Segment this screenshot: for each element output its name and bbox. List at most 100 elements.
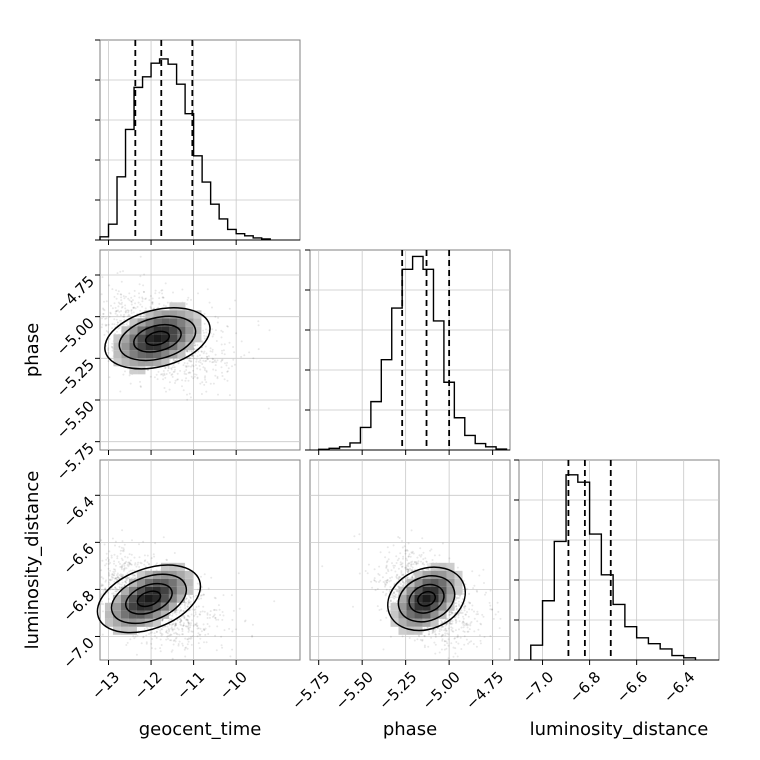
density-cell (168, 562, 177, 571)
sample-point (458, 628, 460, 631)
sample-point (108, 574, 111, 577)
sample-point (191, 608, 194, 611)
sample-point (155, 373, 158, 376)
sample-point (126, 309, 129, 312)
sample-point (152, 553, 155, 556)
sample-point (172, 371, 175, 373)
sample-point (131, 569, 134, 572)
sample-point (154, 634, 156, 637)
sample-point (188, 356, 191, 359)
sample-point (161, 292, 164, 295)
sample-point (186, 625, 189, 628)
sample-point (174, 622, 177, 625)
sample-point (387, 558, 390, 561)
sample-point (450, 626, 453, 629)
sample-point (433, 554, 436, 557)
sample-point (161, 633, 164, 636)
density-cell (185, 334, 194, 343)
sample-point (154, 289, 157, 292)
sample-point (409, 577, 412, 580)
x-axis-label-geocent-time: geocent_time (139, 719, 262, 740)
sample-point (128, 299, 131, 302)
sample-point (120, 280, 123, 283)
sample-point (400, 574, 403, 576)
sample-point (196, 344, 199, 346)
sample-point (212, 609, 215, 611)
sample-point (188, 594, 191, 597)
sample-point (385, 610, 388, 612)
sample-point (386, 579, 389, 582)
sample-point (181, 379, 184, 382)
sample-point (154, 542, 157, 545)
sample-point (401, 540, 403, 542)
sample-point (430, 548, 433, 551)
sample-point (191, 630, 194, 633)
sample-point (453, 637, 456, 640)
sample-point (460, 626, 463, 629)
sample-point (366, 572, 369, 575)
sample-point (115, 310, 118, 313)
sample-point (455, 621, 457, 624)
density-cell (438, 578, 447, 587)
sample-point (168, 613, 171, 616)
sample-point (187, 627, 190, 630)
sample-point (142, 636, 145, 639)
sample-point (408, 567, 411, 570)
sample-point (168, 613, 171, 616)
sample-point (138, 566, 141, 568)
sample-point (117, 589, 120, 591)
sample-point (190, 360, 193, 363)
sample-point (164, 366, 167, 369)
sample-point (129, 563, 132, 566)
sample-point (399, 576, 402, 579)
sample-point (120, 565, 123, 568)
sample-point (219, 614, 222, 616)
sample-point (161, 628, 164, 631)
sample-point (114, 577, 116, 580)
sample-point (128, 562, 131, 565)
density-cell (153, 326, 162, 335)
sample-point (209, 382, 212, 385)
sample-point (244, 619, 247, 622)
sample-point (188, 357, 191, 360)
density-cell (390, 610, 399, 619)
sample-point (122, 563, 125, 565)
sample-point (141, 300, 144, 303)
sample-point (186, 398, 189, 401)
sample-point (108, 284, 111, 287)
sample-point (167, 366, 170, 369)
density-cell (168, 602, 177, 611)
sample-point (184, 365, 187, 368)
sample-point (122, 315, 125, 318)
sample-point (211, 328, 214, 331)
sample-point (120, 557, 123, 560)
sample-point (482, 568, 485, 571)
sample-point (120, 583, 123, 586)
density-cell (129, 366, 138, 375)
density-cell (113, 358, 122, 367)
sample-point (123, 313, 126, 316)
sample-point (196, 367, 199, 370)
sample-point (396, 590, 399, 593)
sample-point (443, 644, 446, 647)
sample-point (181, 385, 183, 388)
sample-point (464, 622, 467, 625)
sample-point (138, 556, 141, 559)
sample-point (120, 306, 123, 309)
sample-point (117, 327, 120, 330)
sample-point (194, 344, 197, 347)
sample-point (143, 314, 146, 317)
sample-point (122, 568, 125, 570)
sample-point (251, 634, 254, 637)
density-cell (152, 578, 161, 587)
sample-point (185, 646, 188, 649)
contour-level-1 (104, 307, 211, 370)
sample-point (469, 601, 472, 604)
sample-point (110, 556, 113, 559)
sample-point (248, 351, 251, 354)
sample-point (158, 291, 161, 294)
sample-point (444, 632, 447, 635)
sample-point (479, 622, 482, 625)
sample-point (164, 367, 167, 370)
sample-point (457, 612, 460, 615)
